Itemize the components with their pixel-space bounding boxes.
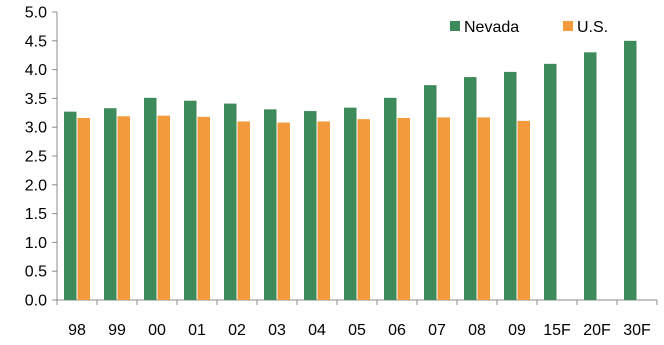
x-tick-label: 08: [468, 322, 486, 339]
x-tick-label: 20F: [583, 322, 611, 339]
y-axis: 0.0 0.5 1.0 1.5 2.0 2.5 3.0 3.5 4.0 4.5 5.0: [25, 5, 58, 310]
bar-nevada: [584, 52, 597, 300]
y-tick-label: 3.5: [25, 91, 47, 108]
x-tick-label: 30F: [623, 322, 651, 339]
legend-swatch: [450, 21, 460, 31]
bar-nevada: [304, 111, 317, 301]
x-tick-label: 99: [108, 322, 126, 339]
legend-swatch: [563, 21, 573, 31]
x-tick-label: 03: [268, 322, 286, 339]
bar-us: [77, 117, 90, 300]
bar-us: [157, 115, 170, 301]
x-tick-label: 00: [148, 322, 166, 339]
bar-us: [477, 117, 490, 301]
y-tick-label: 1.0: [25, 235, 47, 252]
bar-nevada: [264, 109, 277, 301]
y-tick-label: 3.0: [25, 120, 47, 137]
bar-us: [437, 117, 450, 301]
x-tick-label: 02: [228, 322, 246, 339]
bar-nevada: [424, 85, 437, 300]
bar-nevada: [64, 111, 77, 300]
bar-nevada: [184, 100, 197, 300]
bar-us: [317, 121, 330, 300]
x-tick-label: 09: [508, 322, 526, 339]
y-tick-label: 1.5: [25, 206, 47, 223]
y-tick-label: 2.0: [25, 177, 47, 194]
bar-us: [397, 117, 410, 300]
legend-label: Nevada: [464, 19, 519, 36]
legend: Nevada U.S.: [450, 19, 608, 36]
x-tick-label: 01: [188, 322, 206, 339]
bar-us: [357, 119, 370, 300]
bar-nevada: [464, 77, 477, 300]
bar-nevada: [384, 97, 397, 300]
x-tick-label: 06: [388, 322, 406, 339]
y-tick-label: 4.0: [25, 62, 47, 79]
bar-us: [237, 121, 250, 300]
bar-nevada: [344, 107, 357, 300]
y-tick-label: 0.0: [25, 293, 47, 310]
bar-nevada: [144, 97, 157, 300]
x-tick-label: 05: [348, 322, 366, 339]
bar-us: [277, 122, 290, 300]
x-tick-label: 98: [68, 322, 86, 339]
y-tick-label: 0.5: [25, 264, 47, 281]
legend-label: U.S.: [577, 19, 608, 36]
bars: [64, 40, 637, 301]
y-tick-label: 5.0: [25, 5, 47, 22]
x-tick-label: 07: [428, 322, 446, 339]
bar-nevada: [624, 40, 637, 301]
bar-nevada: [224, 103, 237, 300]
bar-us: [197, 116, 210, 300]
y-tick-label: 2.5: [25, 149, 47, 166]
bar-us: [117, 116, 130, 300]
x-axis: 98 99 00 01 02 03 04 05 06 07 08 09 15F 20F 30F: [56, 299, 658, 339]
bar-nevada: [504, 71, 517, 301]
bar-us: [517, 120, 530, 300]
x-tick-label: 15F: [543, 322, 571, 339]
x-tick-label: 04: [308, 322, 326, 339]
bar-nevada: [104, 108, 117, 300]
bar-nevada: [544, 63, 557, 301]
y-tick-label: 4.5: [25, 33, 47, 50]
